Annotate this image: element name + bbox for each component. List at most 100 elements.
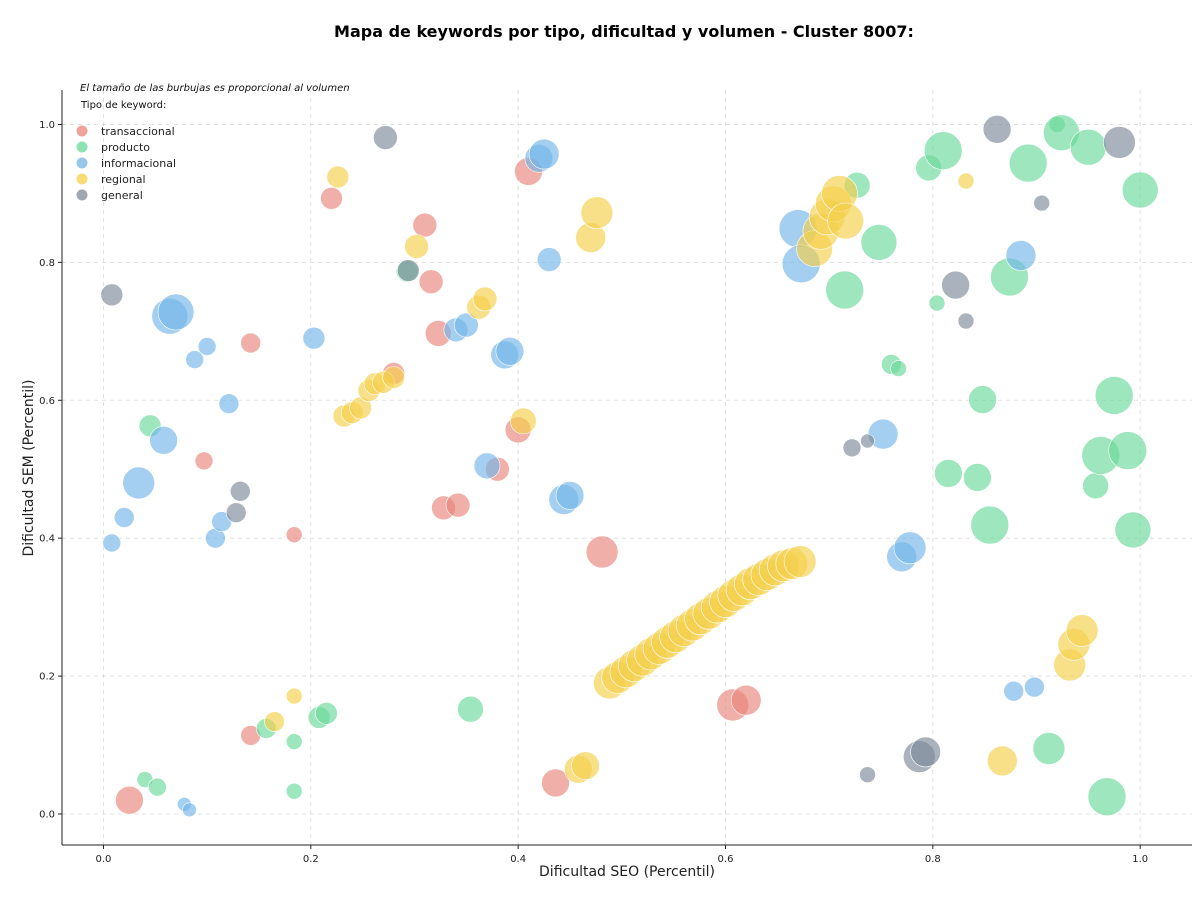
bubble-transaccional	[412, 212, 438, 238]
bubble-informacional	[893, 531, 927, 565]
bubble-informacional	[102, 533, 122, 553]
bubble-general	[910, 736, 941, 768]
bubble-transaccional	[320, 187, 343, 210]
bubble-transaccional	[418, 269, 444, 295]
x-tick-label: 0.0	[96, 854, 112, 865]
bubble-informacional	[185, 350, 204, 369]
bubble-informacional	[453, 312, 479, 338]
bubble-producto	[970, 505, 1010, 545]
bubble-general	[859, 766, 876, 784]
bubble-producto	[928, 294, 946, 312]
bubble-regional	[986, 745, 1018, 777]
legend-label-informacional: informacional	[101, 157, 176, 170]
bubble-regional	[326, 165, 350, 189]
grid-layer	[62, 90, 1192, 845]
bubble-informacional	[197, 337, 217, 356]
legend-marker-transaccional	[76, 125, 88, 137]
bubble-informacional	[1005, 240, 1037, 271]
bubble-general	[373, 125, 398, 150]
bubble-general	[982, 115, 1012, 144]
legend-label-producto: producto	[101, 141, 150, 154]
bubble-transaccional	[445, 492, 471, 518]
bubble-producto	[285, 733, 303, 750]
bubble-regional	[957, 172, 975, 190]
bubble-regional	[472, 286, 498, 312]
bubble-informacional	[555, 481, 585, 510]
bubble-producto	[963, 463, 992, 492]
y-tick-label: 0.0	[39, 809, 55, 820]
bubble-informacional	[1003, 680, 1025, 702]
bubble-size-note: El tamaño de las burbujas es proporciona…	[80, 83, 350, 94]
legend-marker-producto	[76, 141, 88, 153]
legend-label-transaccional: transaccional	[101, 125, 175, 138]
bubble-producto	[1114, 511, 1152, 549]
bubble-producto	[923, 131, 963, 170]
bubble-producto	[1070, 128, 1107, 166]
bubble-transaccional	[194, 451, 214, 471]
bubble-transaccional	[585, 535, 619, 569]
series-informacional	[102, 138, 1045, 818]
bubble-regional	[783, 545, 817, 578]
bubble-general	[957, 312, 975, 330]
bubble-general	[1033, 194, 1050, 212]
legend-label-general: general	[101, 189, 143, 202]
bubble-producto	[1121, 171, 1159, 209]
legend-items: transaccional producto informacional region…	[76, 125, 176, 202]
bubble-layer	[100, 114, 1159, 818]
x-axis-label: Dificultad SEO (Percentil)	[539, 864, 715, 880]
bubble-informacional	[122, 466, 155, 500]
bubble-regional	[509, 407, 537, 435]
bubble-general	[100, 283, 124, 307]
legend-title: Tipo de keyword:	[80, 100, 166, 111]
bubble-regional	[285, 687, 303, 705]
bubble-informacional	[218, 393, 240, 415]
x-tick-label: 0.2	[303, 854, 319, 865]
y-tick-label: 0.6	[39, 396, 55, 407]
x-tick-label: 1.0	[1132, 854, 1148, 865]
legend-marker-informacional	[76, 157, 88, 169]
bubble-informacional	[302, 326, 326, 350]
bubble-producto	[285, 782, 303, 800]
bubble-general	[860, 433, 875, 449]
bubble-general	[225, 502, 247, 524]
bubble-informacional	[182, 802, 197, 818]
bubble-regional	[1065, 614, 1099, 647]
bubble-producto	[148, 777, 167, 797]
tick-layer: 0.0 0.2 0.4 0.6 0.8 1.0 0.0 0.2 0.4 0.6 0.8 1.0	[39, 120, 1148, 865]
series-producto	[136, 114, 1159, 817]
bubble-producto	[825, 270, 865, 310]
bubble-transaccional	[115, 785, 144, 815]
bubble-producto	[1008, 143, 1048, 183]
bubble-producto	[1032, 732, 1066, 765]
bubble-general	[1103, 126, 1136, 159]
legend-marker-general	[76, 189, 88, 201]
bubble-transaccional	[285, 526, 303, 544]
bubble-general	[230, 480, 251, 502]
x-tick-label: 0.4	[510, 854, 526, 865]
bubble-producto	[1087, 777, 1127, 817]
bubble-informacional	[473, 452, 501, 480]
bubble-informacional	[113, 507, 135, 528]
bubble-producto	[890, 360, 907, 377]
legend-marker-regional	[76, 173, 88, 185]
legend: El tamaño de las burbujas es proporciona…	[76, 83, 350, 202]
bubble-transaccional	[730, 684, 762, 716]
bubble-general	[396, 259, 420, 282]
bubble-producto	[1094, 376, 1134, 415]
bubble-informacional	[528, 138, 560, 170]
bubble-producto	[1082, 472, 1109, 500]
bubble-informacional	[1024, 676, 1045, 698]
bubble-informacional	[149, 425, 178, 455]
bubble-producto	[457, 695, 484, 723]
axes-layer	[61, 90, 1192, 846]
bubble-producto	[315, 701, 338, 725]
bubble-informacional	[157, 293, 195, 331]
y-axis-label: Dificultad SEM (Percentil)	[21, 380, 37, 557]
bubble-general	[842, 438, 862, 458]
y-tick-label: 0.4	[39, 534, 55, 545]
bubble-regional	[827, 202, 865, 240]
y-tick-label: 0.2	[39, 672, 55, 683]
bubble-informacional	[536, 247, 562, 272]
bubble-general	[941, 270, 970, 300]
bubble-regional	[580, 196, 614, 229]
